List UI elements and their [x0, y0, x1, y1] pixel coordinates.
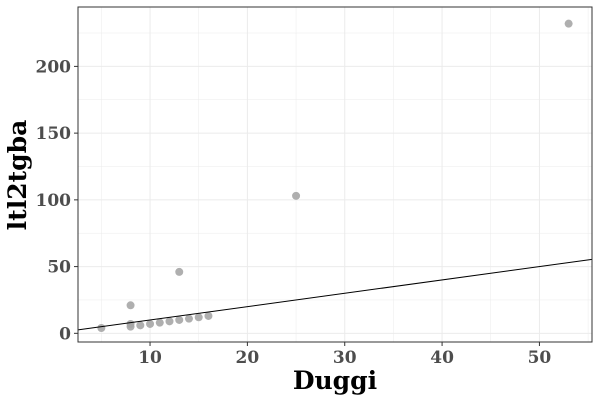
data-point	[165, 317, 174, 326]
y-axis-title: ltl2tgba	[3, 120, 32, 231]
data-point	[564, 19, 573, 28]
data-point	[194, 313, 203, 322]
data-point	[136, 321, 145, 330]
major-grid	[78, 7, 592, 342]
x-tick-label: 30	[333, 348, 357, 368]
data-point	[292, 191, 301, 200]
data-point	[175, 267, 184, 276]
data-point	[175, 315, 184, 324]
y-tick-label: 150	[36, 124, 72, 144]
reference-line-path	[77, 258, 593, 331]
data-point	[97, 323, 106, 332]
minor-grid	[78, 7, 592, 342]
reference-line	[77, 258, 593, 331]
data-point	[126, 319, 135, 328]
data-point	[184, 314, 193, 323]
y-tick-label: 200	[36, 57, 72, 77]
y-tick-label: 50	[47, 258, 71, 278]
data-point	[146, 319, 155, 328]
plot-panel-border	[77, 6, 593, 343]
y-tick-label: 100	[36, 191, 72, 211]
x-tick-label: 40	[430, 348, 454, 368]
data-point	[204, 311, 213, 320]
y-axis-ticks: 0 50 100 150 200	[36, 57, 78, 344]
x-tick-label: 20	[236, 348, 260, 368]
data-point	[155, 318, 164, 327]
data-point	[126, 301, 135, 310]
x-tick-label: 10	[138, 348, 162, 368]
y-tick-label: 0	[59, 324, 71, 344]
x-axis-ticks: 10 20 30 40 50	[138, 342, 551, 368]
x-axis-title: Duggi	[293, 366, 377, 395]
x-tick-label: 50	[528, 348, 552, 368]
